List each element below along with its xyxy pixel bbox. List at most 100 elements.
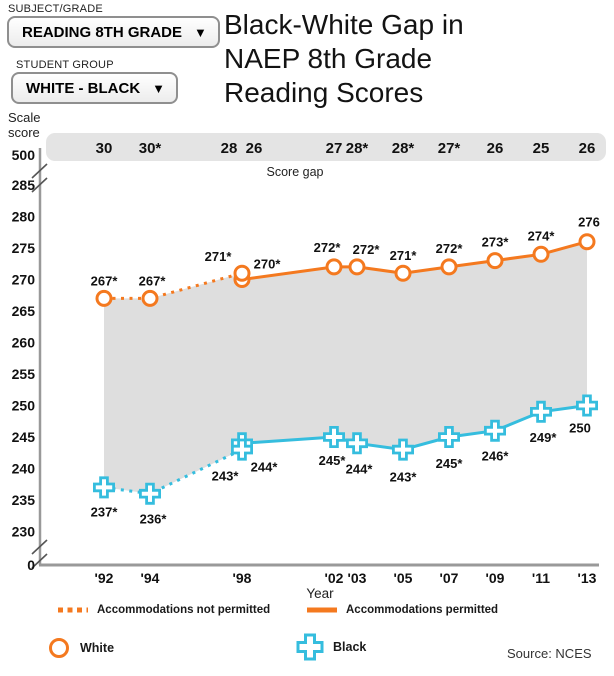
x-tick-label: '11 <box>532 570 550 586</box>
legend-label: White <box>80 641 115 655</box>
black-data-point <box>93 476 115 499</box>
x-tick-label: '07 <box>440 570 459 586</box>
white-data-point <box>578 233 596 251</box>
legend-accommodations-permitted: Accommodations permitted <box>307 604 498 616</box>
data-point-label: 273* <box>482 235 510 250</box>
data-point-label: 274* <box>528 228 556 243</box>
page-title-line: Black-White Gap in <box>224 9 464 40</box>
legend-label: Accommodations not permitted <box>97 604 271 616</box>
score-gap-area <box>104 241 587 494</box>
score-gap-value: 27* <box>438 140 461 157</box>
caret-down-icon: ▼ <box>152 80 166 96</box>
y-tick-label: 0 <box>27 557 35 573</box>
white-data-point <box>325 258 343 276</box>
data-point-label: 243* <box>390 470 418 485</box>
score-gap-band <box>46 133 606 161</box>
y-tick-label: 260 <box>12 335 36 351</box>
data-point-label: 236* <box>140 512 168 527</box>
x-axis-title: Year <box>306 586 334 600</box>
black-data-point <box>139 482 161 505</box>
score-gap-value: 27 <box>326 140 343 157</box>
page-title-line: NAEP 8th Grade <box>224 43 433 74</box>
y-tick-label: 275 <box>12 240 36 256</box>
x-tick-label: '05 <box>394 570 413 586</box>
axis-break-icon <box>31 177 48 193</box>
x-tick-label: '94 <box>141 570 160 586</box>
score-gap-value: 28* <box>346 140 369 157</box>
data-point-label: 270* <box>254 257 282 272</box>
dotted-line-swatch <box>58 607 88 613</box>
white-data-point <box>486 252 504 270</box>
black-data-point <box>231 438 253 461</box>
y-tick-label: 245 <box>12 429 36 445</box>
black-data-point <box>576 394 598 417</box>
y-tick-label: 235 <box>12 492 36 508</box>
plus-marker <box>296 633 324 661</box>
x-tick-label: '03 <box>348 570 367 586</box>
score-gap-value: 26 <box>487 140 504 157</box>
subject-grade-value: READING 8TH GRADE <box>22 23 183 41</box>
y-tick-label: 285 <box>12 177 36 193</box>
plus-marker-icon <box>296 633 324 661</box>
data-point-label: 272* <box>314 240 342 255</box>
axis-break-icon <box>31 163 48 179</box>
student-group-dropdown[interactable]: WHITE - BLACK ▼ <box>11 72 179 104</box>
white-data-point <box>95 289 113 307</box>
black-data-point <box>484 419 506 442</box>
y-tick-label: 255 <box>12 366 36 382</box>
axis-break-icon <box>31 539 48 555</box>
x-tick-label: '92 <box>95 570 114 586</box>
white-data-point <box>141 289 159 307</box>
white-data-point <box>348 258 366 276</box>
page-title: Black-White Gap in NAEP 8th Grade Readin… <box>224 8 604 110</box>
subject-grade-label: SUBJECT/GRADE <box>8 3 103 15</box>
subject-grade-dropdown[interactable]: READING 8TH GRADE ▼ <box>7 16 220 48</box>
source-note: Source: NCES <box>507 646 592 661</box>
y-tick-label: 230 <box>12 524 36 540</box>
x-tick-label: '98 <box>233 570 252 586</box>
axis-break-icon <box>31 553 48 569</box>
white-data-point <box>440 258 458 276</box>
score-gap-value: 30* <box>139 140 162 157</box>
y-tick-label: 270 <box>12 272 36 288</box>
data-point-label: 271* <box>205 249 233 264</box>
legend-black-series: Black <box>296 633 366 661</box>
y-tick-label: 280 <box>12 209 36 225</box>
data-point-label: 267* <box>139 273 167 288</box>
black-data-point <box>346 432 368 455</box>
white-data-point <box>394 264 412 282</box>
circle-marker-icon <box>49 638 69 658</box>
score-gap-value: 30 <box>96 140 113 157</box>
black-data-point <box>530 400 552 423</box>
data-point-label: 243* <box>212 469 240 484</box>
score-gap-value: 26 <box>579 140 596 157</box>
x-tick-label: '09 <box>486 570 505 586</box>
solid-line-swatch <box>307 607 337 613</box>
data-point-label: 272* <box>353 242 381 257</box>
data-point-label: 249* <box>530 430 558 445</box>
page-title-line: Reading Scores <box>224 77 424 108</box>
data-point-label: 245* <box>436 456 464 471</box>
score-gap-label: Score gap <box>267 165 324 179</box>
legend-white-series: White <box>47 636 114 660</box>
student-group-value: WHITE - BLACK <box>26 79 141 97</box>
x-tick-label: '13 <box>578 570 597 586</box>
legend-label: Black <box>333 640 367 654</box>
data-point-label: 276 <box>578 215 600 230</box>
data-point-label: 267* <box>91 273 119 288</box>
white-data-point <box>233 264 251 282</box>
data-point-label: 246* <box>482 449 510 464</box>
data-point-label: 271* <box>390 248 418 263</box>
data-point-label: 244* <box>346 461 374 476</box>
y-tick-label: 240 <box>12 461 36 477</box>
score-gap-value: 26 <box>246 140 263 157</box>
black-data-point <box>438 426 460 448</box>
score-gap-value: 28* <box>392 140 415 157</box>
y-tick-label: 500 <box>12 147 36 163</box>
x-tick-label: '02 <box>325 570 344 586</box>
y-axis-title: Scale score <box>8 110 41 140</box>
score-gap-value: 25 <box>533 140 550 157</box>
black-data-point <box>392 438 414 461</box>
